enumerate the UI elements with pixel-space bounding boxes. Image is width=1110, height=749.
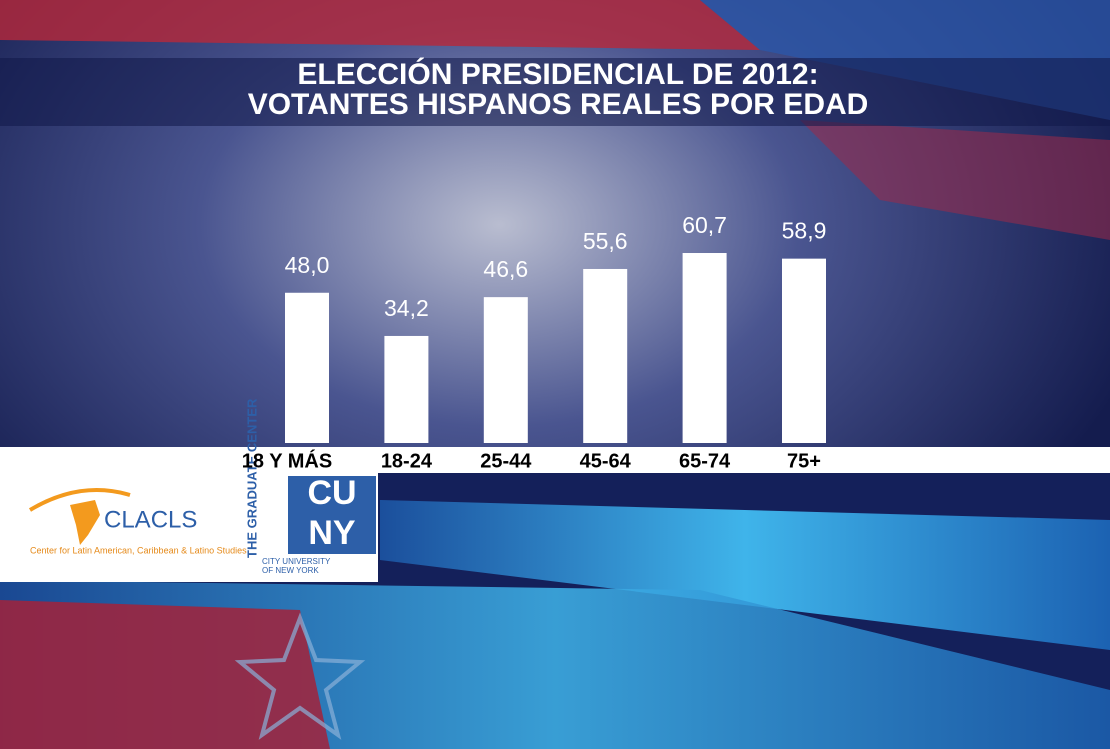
- chart-title: ELECCIÓN PRESIDENCIAL DE 2012:: [297, 57, 818, 91]
- x-tick-label: 18 Y MÁS: [242, 449, 332, 472]
- stripe: [800, 120, 1110, 240]
- stripe: [0, 0, 760, 50]
- stripe: [380, 500, 1110, 650]
- bar: [583, 268, 628, 443]
- x-tick-label: 45-64: [580, 450, 632, 472]
- logo-map: [70, 500, 100, 545]
- title-band: [0, 58, 1110, 126]
- value-label: 46,6: [483, 256, 528, 282]
- cuny-box: [288, 476, 376, 554]
- logo-arc: [28, 488, 131, 512]
- chart-subtitle: VOTANTES HISPANOS REALES POR EDAD: [248, 88, 869, 121]
- logo-city-university-box: CITY UNIVERSITY OF NEW YORK: [262, 557, 331, 575]
- bar: [682, 253, 727, 443]
- logo-clacls-full: Center for Latin American, Caribbean & L…: [30, 545, 247, 555]
- x-tick-label: 65-74: [679, 450, 731, 472]
- value-label: 55,6: [583, 228, 628, 254]
- star: [234, 612, 366, 740]
- value-label: 58,9: [782, 218, 827, 244]
- stripe: [0, 600, 330, 749]
- value-label: 48,0: [285, 252, 330, 278]
- bar: [384, 335, 429, 443]
- bar: [782, 258, 826, 443]
- bar: [483, 297, 528, 443]
- logo-cuny: CU: [307, 474, 356, 512]
- logo-cuny: NY: [308, 514, 356, 552]
- value-label: 34,2: [384, 295, 429, 321]
- x-tick-label: 18-24: [381, 450, 433, 472]
- logo-city-university: CITY UNIVERSITY OF NEW YORK: [262, 557, 331, 575]
- category-band: [0, 447, 1110, 473]
- x-tick-label: 25-44: [480, 450, 532, 472]
- value-label: 60,7: [682, 212, 727, 238]
- logo-graduate-center: THE GRADUATE CENTER: [244, 398, 259, 558]
- x-tick-label: 75+: [787, 450, 821, 472]
- bar: [285, 292, 329, 443]
- logo-clacls: CLACLS: [104, 506, 197, 533]
